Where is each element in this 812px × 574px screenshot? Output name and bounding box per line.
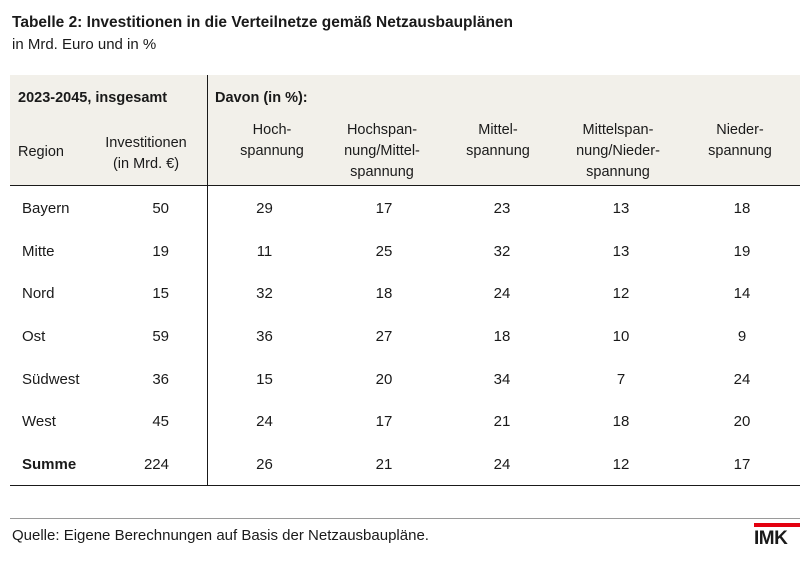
header-col2-line1: Hochspan- bbox=[346, 122, 418, 138]
header-col5-line1: Nieder- bbox=[716, 122, 764, 138]
cell-region: Südwest bbox=[22, 370, 80, 388]
cell-share-4: 13 bbox=[612, 242, 630, 260]
header-bottom-rule bbox=[10, 185, 800, 186]
cell-share-1: 29 bbox=[256, 199, 273, 217]
cell-share-5: 9 bbox=[737, 327, 747, 345]
cell-share-3: 18 bbox=[493, 327, 511, 345]
cell-share-4: 12 bbox=[612, 285, 630, 303]
table-subtitle: in Mrd. Euro und in % bbox=[12, 36, 157, 53]
imk-logo: IMK bbox=[754, 523, 800, 550]
cell-region: Nord bbox=[22, 285, 55, 303]
cell-share-4: 12 bbox=[612, 455, 630, 473]
cell-region: Ost bbox=[22, 327, 46, 345]
table-row: Nord 15 32 18 24 12 14 bbox=[10, 272, 800, 315]
source-rule bbox=[10, 518, 800, 519]
cell-region: Mitte bbox=[22, 242, 55, 260]
header-invest: Investitionen (in Mrd. €) bbox=[92, 133, 200, 175]
cell-share-5: 18 bbox=[733, 199, 751, 217]
header-invest-line1: Investitionen bbox=[105, 135, 187, 151]
table-title: Tabelle 2: Investitionen in die Verteiln… bbox=[12, 14, 514, 31]
cell-share-1: 36 bbox=[256, 327, 273, 345]
cell-invest: 45 bbox=[152, 413, 169, 431]
cell-region: Bayern bbox=[22, 199, 70, 217]
header-col2-line2: nung/Mittel- bbox=[344, 143, 420, 159]
cell-invest: 59 bbox=[152, 327, 169, 345]
cell-invest: 15 bbox=[152, 285, 169, 303]
cell-invest: 50 bbox=[152, 199, 169, 217]
cell-share-3: 23 bbox=[493, 199, 511, 217]
header-invest-line2: (in Mrd. €) bbox=[112, 156, 180, 172]
cell-share-4: 18 bbox=[612, 413, 630, 431]
cell-share-3: 24 bbox=[493, 285, 511, 303]
header-col4-line1: Mittelspan- bbox=[582, 122, 654, 138]
cell-region: West bbox=[22, 413, 56, 431]
header-col-niederspannung: Nieder- spannung bbox=[690, 120, 790, 162]
header-col-hoch-mittel: Hochspan- nung/Mittel- spannung bbox=[326, 120, 438, 183]
cell-share-2: 21 bbox=[375, 455, 393, 473]
logo-bar bbox=[754, 523, 800, 527]
cell-share-1: 26 bbox=[256, 455, 273, 473]
cell-share-3: 32 bbox=[493, 242, 511, 260]
cell-share-2: 17 bbox=[375, 413, 393, 431]
cell-invest: 224 bbox=[143, 455, 169, 473]
header-col-mittel-nieder: Mittelspan- nung/Nieder- spannung bbox=[560, 120, 676, 183]
header-share: Davon (in %): bbox=[215, 90, 308, 106]
table-row: Südwest 36 15 20 34 7 24 bbox=[10, 358, 800, 401]
cell-region: Summe bbox=[22, 455, 77, 473]
bottom-rule bbox=[10, 485, 800, 486]
cell-share-4: 10 bbox=[612, 327, 630, 345]
cell-share-2: 27 bbox=[375, 327, 393, 345]
cell-share-3: 34 bbox=[493, 370, 511, 388]
cell-invest: 36 bbox=[152, 370, 169, 388]
cell-invest: 19 bbox=[152, 242, 169, 260]
table-row: West 45 24 17 21 18 20 bbox=[10, 400, 800, 443]
header-col4-line2: nung/Nieder- bbox=[576, 143, 660, 159]
cell-share-1: 24 bbox=[256, 413, 273, 431]
header-col2-line3: spannung bbox=[350, 164, 414, 180]
cell-share-5: 20 bbox=[733, 413, 751, 431]
header-col4-line3: spannung bbox=[586, 164, 650, 180]
cell-share-4: 7 bbox=[616, 370, 626, 388]
cell-share-4: 13 bbox=[612, 199, 630, 217]
table-row: Summe 224 26 21 24 12 17 bbox=[10, 443, 800, 486]
cell-share-2: 25 bbox=[375, 242, 393, 260]
header-col1-line2: spannung bbox=[240, 143, 304, 159]
logo-text: IMK bbox=[754, 528, 788, 549]
source-note: Quelle: Eigene Berechnungen auf Basis de… bbox=[12, 527, 429, 544]
header-col-hochspannung: Hoch- spannung bbox=[222, 120, 322, 162]
table-row: Ost 59 36 27 18 10 9 bbox=[10, 315, 800, 358]
header-col-mittelspannung: Mittel- spannung bbox=[448, 120, 548, 162]
header-col3-line1: Mittel- bbox=[478, 122, 518, 138]
cell-share-2: 20 bbox=[375, 370, 393, 388]
cell-share-1: 11 bbox=[256, 242, 273, 260]
table-row: Bayern 50 29 17 23 13 18 bbox=[10, 187, 800, 230]
cell-share-1: 32 bbox=[256, 285, 273, 303]
column-divider bbox=[207, 75, 208, 486]
header-region: Region bbox=[18, 144, 64, 160]
header-col1-line1: Hoch- bbox=[252, 122, 292, 138]
header-col3-line2: spannung bbox=[466, 143, 530, 159]
cell-share-2: 18 bbox=[375, 285, 393, 303]
data-table: Bayern 50 29 17 23 13 18 Mitte 19 11 25 32 13 19 Nord 1… bbox=[10, 187, 800, 486]
cell-share-3: 21 bbox=[493, 413, 511, 431]
cell-share-3: 24 bbox=[493, 455, 511, 473]
table-row: Mitte 19 11 25 32 13 19 bbox=[10, 230, 800, 273]
cell-share-5: 19 bbox=[733, 242, 751, 260]
cell-share-5: 14 bbox=[733, 285, 751, 303]
header-col5-line2: spannung bbox=[708, 143, 772, 159]
cell-share-5: 17 bbox=[733, 455, 751, 473]
header-period: 2023-2045, insgesamt bbox=[18, 90, 168, 106]
table-header bbox=[10, 75, 800, 185]
cell-share-1: 15 bbox=[256, 370, 273, 388]
cell-share-5: 24 bbox=[733, 370, 751, 388]
cell-share-2: 17 bbox=[375, 199, 393, 217]
